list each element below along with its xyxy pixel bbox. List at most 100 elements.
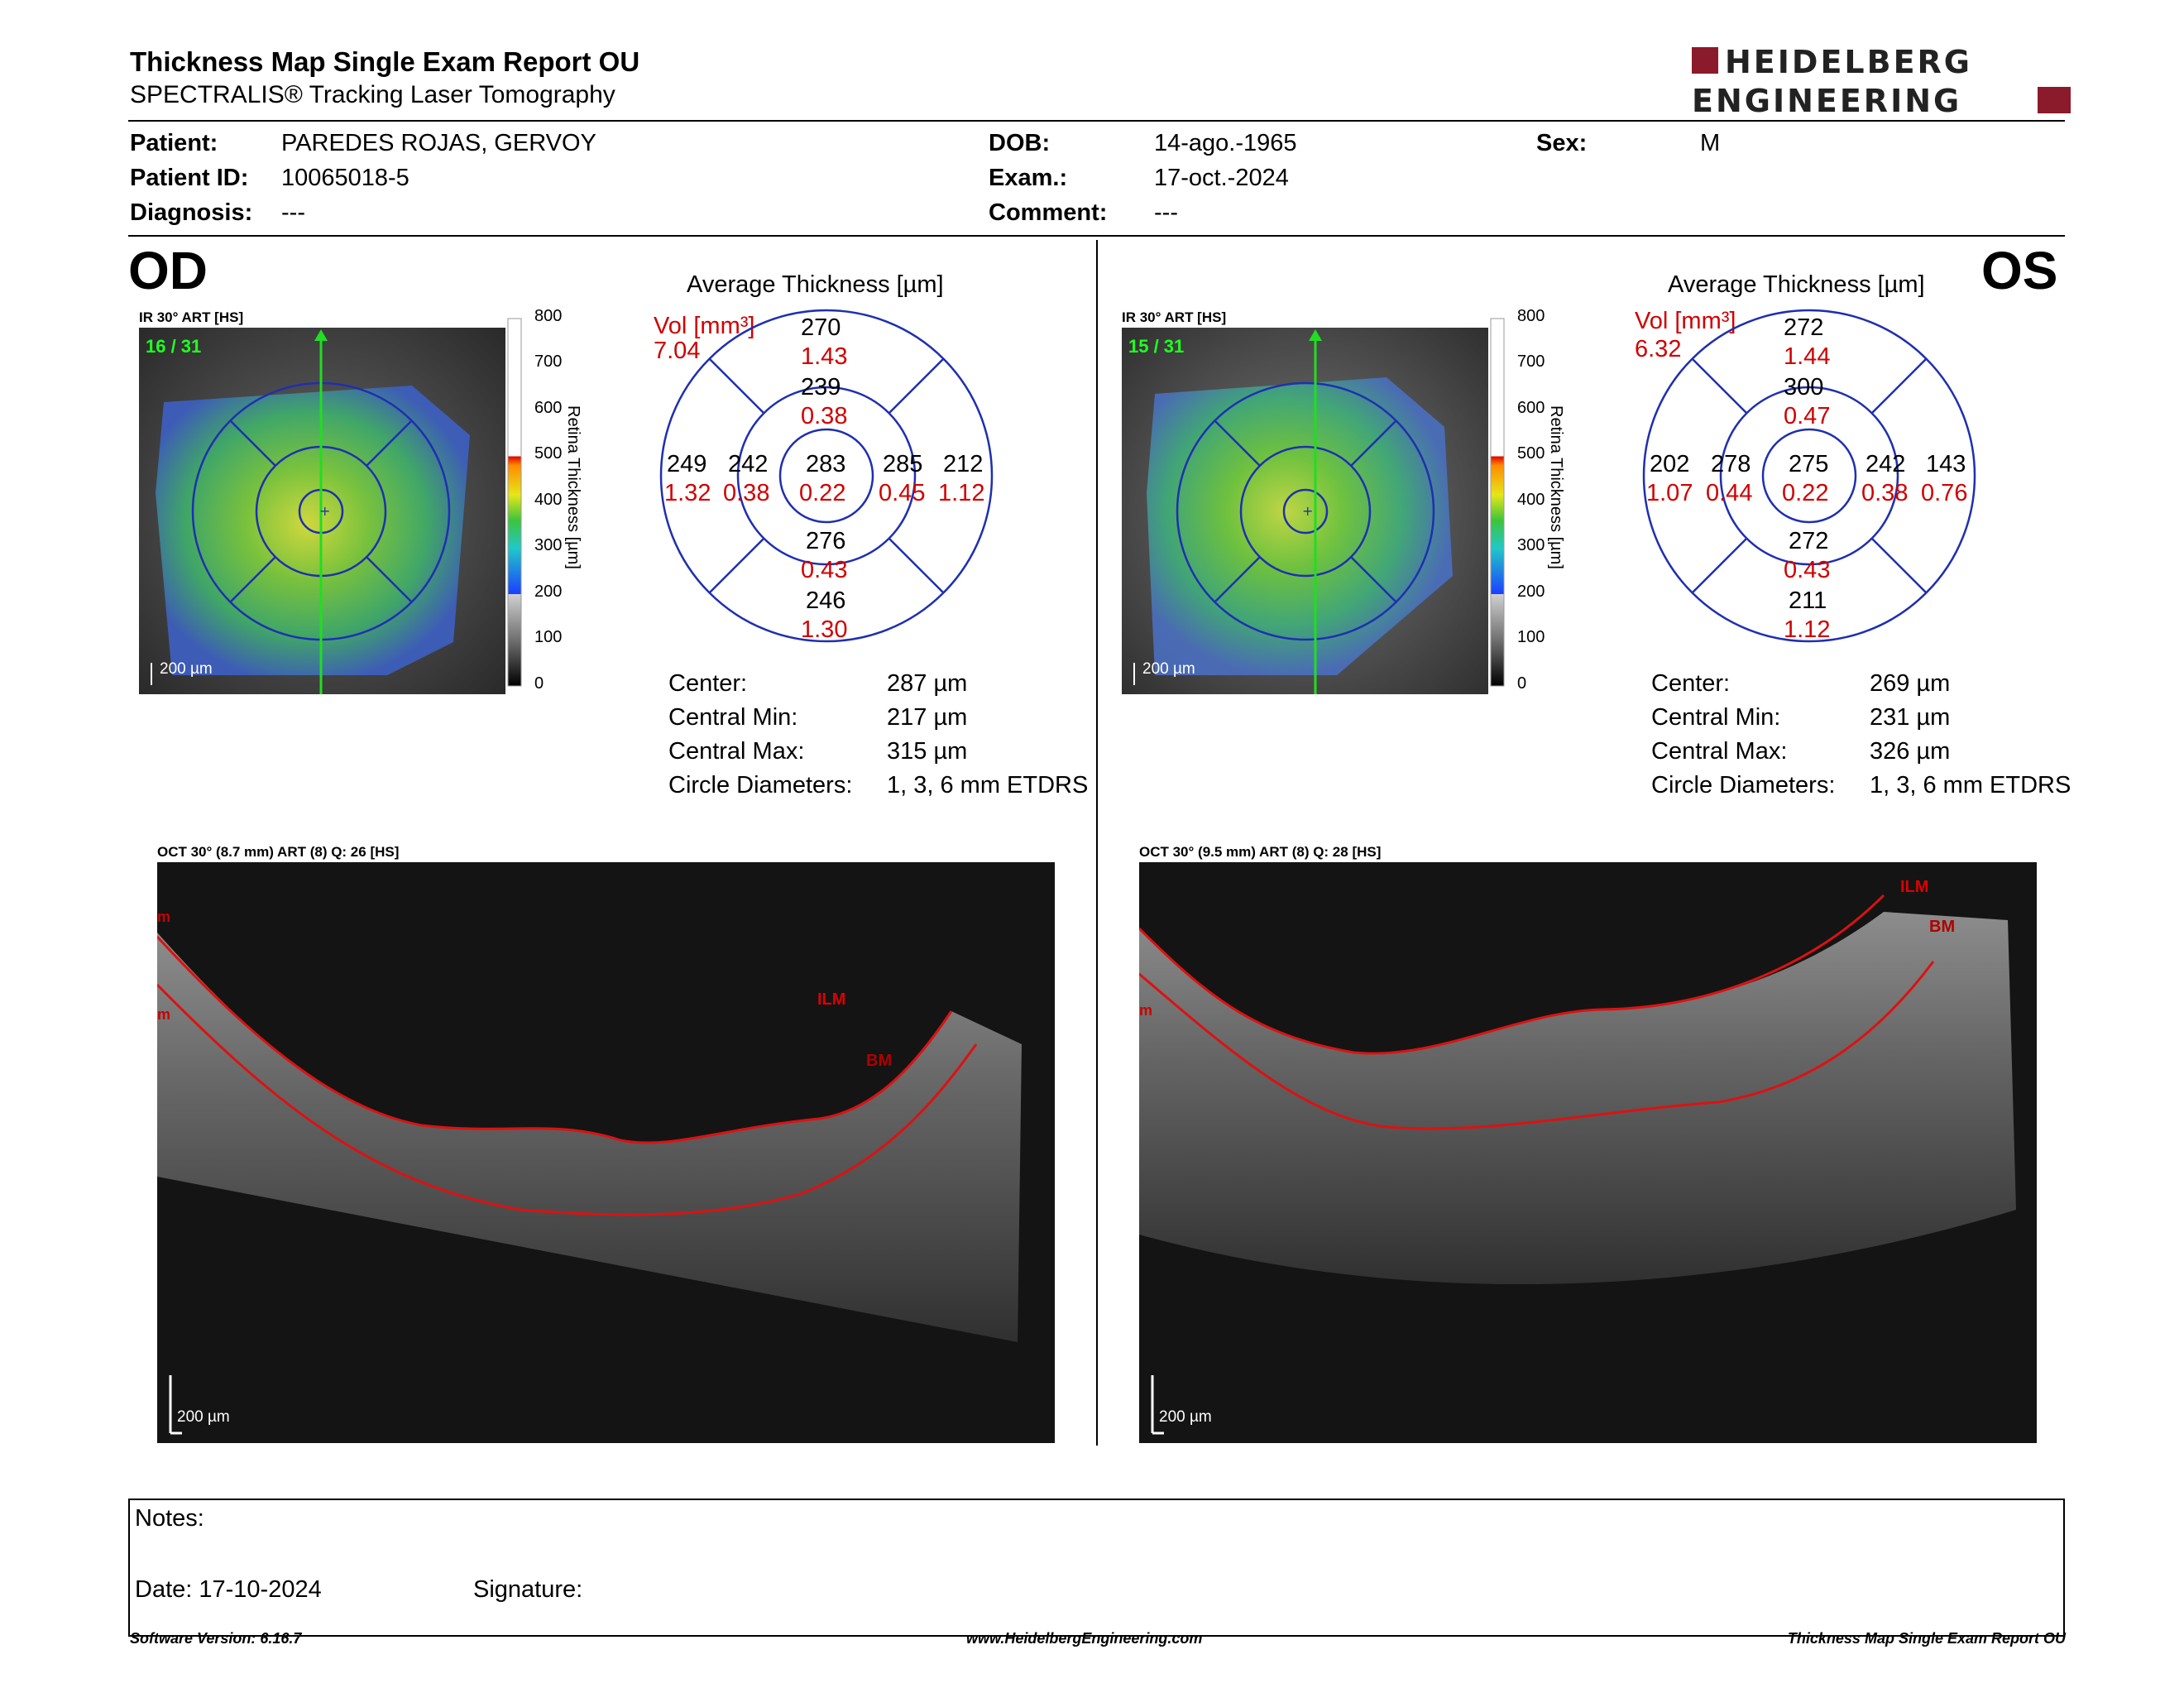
od-inner-inf-volume: 0.43 (801, 557, 848, 583)
od-max-label: Central Max: (668, 738, 805, 765)
os-inner-inf-thickness: 272 (1789, 528, 1829, 554)
svg-text:+: + (319, 503, 330, 519)
svg-text:m: m (1139, 1002, 1152, 1019)
sex-label: Sex: (1536, 130, 1588, 156)
od-outer-inf-thickness: 246 (806, 587, 846, 614)
svg-text:m: m (157, 1006, 170, 1023)
os-cb-label: Retina Thickness [µm] (1547, 405, 1565, 569)
patient-name: PAREDES ROJAS, GERVOY (281, 130, 596, 156)
os-ilm-label: ILM (1900, 878, 1928, 896)
signature-label: Signature: (473, 1576, 583, 1603)
date-label: Date: 17-10-2024 (135, 1576, 322, 1603)
patient-id-label: Patient ID: (130, 165, 249, 191)
os-outer-nas-thickness: 143 (1926, 451, 1966, 477)
website-link[interactable]: www.HeidelbergEngineering.com (966, 1630, 1203, 1647)
os-thickness-map: + 15 / 31 200 µm (1122, 328, 1488, 694)
os-cb-tick-500: 500 (1517, 444, 1545, 463)
od-outer-sup-volume: 1.43 (801, 343, 848, 370)
od-inner-nas-volume: 0.45 (879, 480, 926, 506)
os-diam-value: 1, 3, 6 mm ETDRS (1870, 772, 2071, 798)
od-min-value: 217 µm (887, 704, 968, 731)
od-center-thickness: 283 (806, 451, 846, 477)
os-oct-scale: 200 µm (1159, 1408, 1212, 1426)
os-center-label: Center: (1651, 670, 1731, 697)
os-oct-bscan: m ILM BM 200 µm (1139, 862, 2037, 1443)
os-inner-nas-volume: 0.38 (1861, 480, 1909, 506)
od-bm-label: BM (866, 1052, 892, 1070)
od-inner-sup-thickness: 239 (801, 374, 841, 400)
od-outer-nas-thickness: 212 (943, 451, 984, 477)
od-cb-tick-200: 200 (534, 583, 563, 601)
exam-label: Exam.: (989, 165, 1068, 191)
od-eye-label: OD (128, 241, 208, 300)
os-inner-temp-volume: 0.44 (1706, 480, 1753, 506)
patient-divider (128, 235, 2065, 237)
report-title: Thickness Map Single Exam Report OU (130, 46, 640, 77)
logo-line1: HEIDELBERG (1725, 46, 1972, 80)
comment-value: --- (1154, 199, 1178, 226)
od-oct-scale: 200 µm (177, 1408, 230, 1426)
od-inner-temp-thickness: 242 (728, 451, 769, 477)
od-center-value: 287 µm (887, 670, 968, 697)
patient-label: Patient: (130, 130, 218, 156)
os-cb-tick-100: 100 (1517, 628, 1545, 646)
os-min-value: 231 µm (1870, 704, 1951, 731)
od-cb-label: Retina Thickness [µm] (564, 405, 582, 569)
os-inner-inf-volume: 0.43 (1784, 557, 1831, 583)
od-outer-inf-volume: 1.30 (801, 616, 848, 643)
od-cb-tick-500: 500 (534, 444, 563, 463)
os-cb-tick-700: 700 (1517, 352, 1545, 371)
od-inner-sup-volume: 0.38 (801, 403, 848, 429)
os-outer-sup-volume: 1.44 (1784, 343, 1831, 370)
od-cb-tick-100: 100 (534, 628, 563, 646)
od-vol-value: 7.04 (654, 338, 701, 364)
od-frame-counter: 16 / 31 (146, 336, 201, 357)
os-center-volume: 0.22 (1782, 480, 1829, 506)
od-center-volume: 0.22 (799, 480, 846, 506)
os-min-label: Central Min: (1651, 704, 1781, 731)
os-outer-inf-thickness: 211 (1789, 587, 1827, 614)
od-oct-bscan: m m ILM BM 200 µm (157, 862, 1055, 1443)
od-scale-label: 200 µm (160, 660, 213, 678)
os-inner-temp-thickness: 278 (1711, 451, 1751, 477)
od-inner-temp-volume: 0.38 (723, 480, 770, 506)
os-bm-label: BM (1929, 918, 1955, 936)
od-max-value: 315 µm (887, 738, 968, 765)
od-diam-value: 1, 3, 6 mm ETDRS (887, 772, 1089, 798)
dob-value: 14-ago.-1965 (1154, 130, 1297, 156)
os-cb-tick-800: 800 (1517, 307, 1545, 325)
os-cb-tick-600: 600 (1517, 399, 1545, 417)
os-outer-temp-volume: 1.07 (1646, 480, 1693, 506)
od-ilm-label: ILM (817, 990, 845, 1009)
od-min-label: Central Min: (668, 704, 798, 731)
patient-id: 10065018-5 (281, 165, 410, 191)
od-cb-tick-800: 800 (534, 307, 563, 325)
os-ir-label: IR 30° ART [HS] (1122, 309, 1227, 325)
os-vol-value: 6.32 (1635, 336, 1682, 362)
header-divider (128, 120, 2065, 122)
od-outer-temp-volume: 1.32 (664, 480, 711, 506)
os-max-label: Central Max: (1651, 738, 1788, 765)
notes-box[interactable]: Notes: Date: 17-10-2024 Signature: (128, 1499, 2065, 1637)
logo-line2: ENGINEERING (1692, 83, 1961, 117)
od-outer-nas-volume: 1.12 (938, 480, 985, 506)
od-cb-tick-400: 400 (534, 491, 563, 509)
os-diam-label: Circle Diameters: (1651, 772, 1836, 798)
od-thickness-map: + 16 / 31 200 µm (139, 328, 505, 694)
os-center-thickness: 275 (1789, 451, 1829, 477)
od-colorbar (506, 316, 589, 697)
software-version: Software Version: 6.16.7 (130, 1630, 302, 1647)
os-center-value: 269 µm (1870, 670, 1951, 697)
os-frame-counter: 15 / 31 (1128, 336, 1184, 357)
comment-label: Comment: (989, 199, 1108, 226)
os-eye-label: OS (1981, 241, 2058, 300)
heidelberg-logo: HEIDELBERG ENGINEERING (1692, 44, 2072, 119)
os-cb-tick-300: 300 (1517, 536, 1545, 554)
od-inner-inf-thickness: 276 (806, 528, 846, 554)
od-outer-sup-thickness: 270 (801, 314, 841, 341)
os-cb-tick-200: 200 (1517, 583, 1545, 601)
od-grid-title: Average Thickness [µm] (687, 271, 944, 298)
report-subtitle: SPECTRALIS® Tracking Laser Tomography (130, 81, 615, 108)
os-max-value: 326 µm (1870, 738, 1951, 765)
os-inner-sup-volume: 0.47 (1784, 403, 1831, 429)
